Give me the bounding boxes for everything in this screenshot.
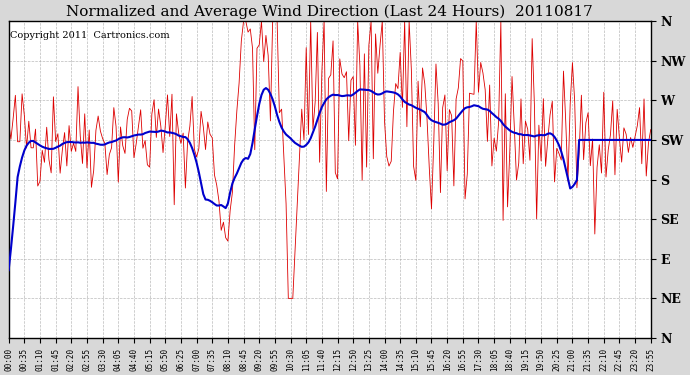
Text: Copyright 2011  Cartronics.com: Copyright 2011 Cartronics.com — [10, 31, 170, 40]
Title: Normalized and Average Wind Direction (Last 24 Hours)  20110817: Normalized and Average Wind Direction (L… — [66, 4, 593, 18]
